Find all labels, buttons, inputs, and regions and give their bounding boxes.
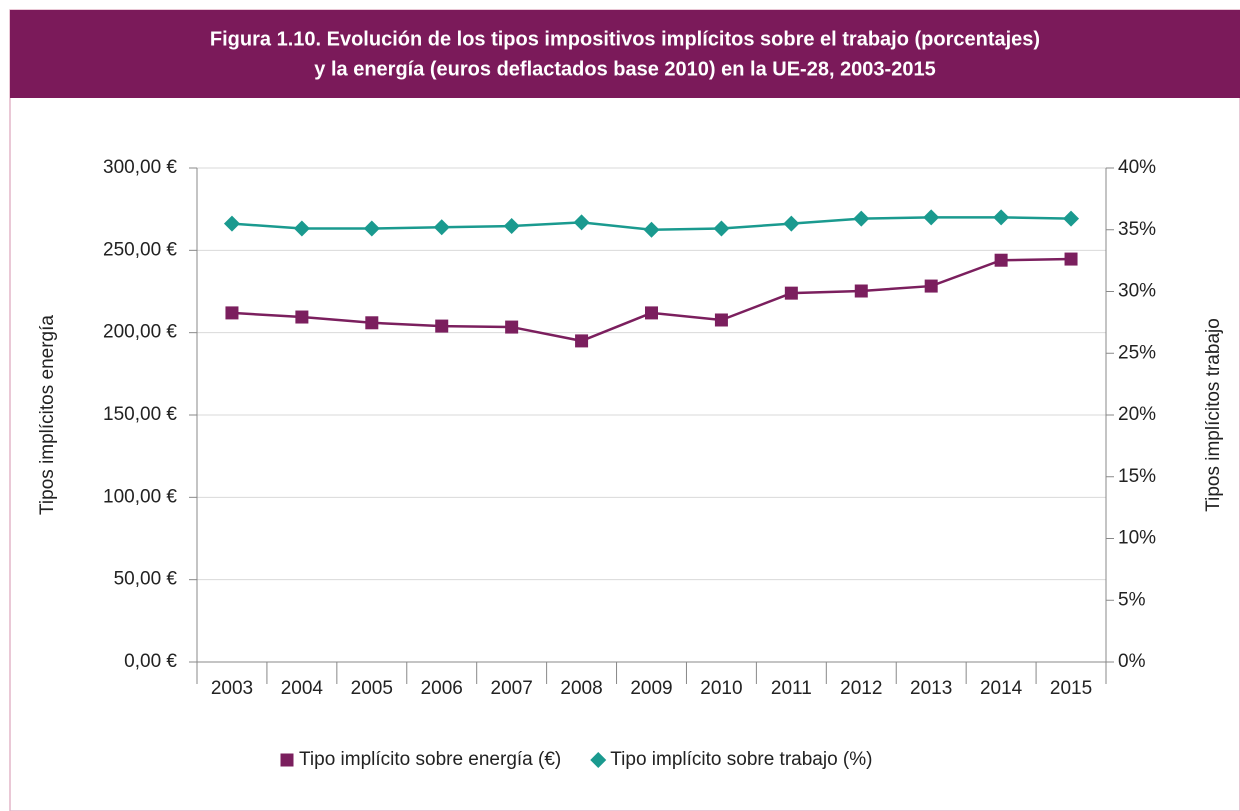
- data-point: [643, 221, 660, 238]
- x-tick-label: 2004: [281, 678, 324, 699]
- x-tick-label: 2015: [1050, 678, 1092, 699]
- data-point: [433, 219, 450, 236]
- data-point: [784, 286, 798, 300]
- chart-title: Figura 1.10. Evolución de los tipos impo…: [210, 28, 1040, 50]
- y2-tick-label: 10%: [1118, 528, 1156, 549]
- y-tick-label: 150,00 €: [103, 404, 177, 425]
- x-tick-label: 2009: [630, 678, 672, 699]
- legend-label: Tipo implícito sobre trabajo (%): [610, 749, 872, 770]
- x-tick-label: 2010: [700, 678, 742, 699]
- x-tick-label: 2006: [421, 678, 463, 699]
- data-point: [223, 215, 240, 232]
- x-tick-label: 2011: [771, 678, 812, 699]
- data-point: [993, 209, 1010, 226]
- y-tick-label: 200,00 €: [103, 322, 177, 343]
- data-point: [713, 220, 730, 237]
- data-point: [853, 210, 870, 227]
- legend-marker: [280, 753, 294, 767]
- data-point: [1064, 252, 1078, 266]
- y-tick-label: 100,00 €: [103, 486, 177, 507]
- legend-label: Tipo implícito sobre energía (€): [299, 749, 561, 770]
- x-tick-label: 2003: [211, 678, 253, 699]
- x-tick-label: 2005: [351, 678, 393, 699]
- y2-tick-label: 15%: [1118, 466, 1156, 487]
- x-tick-label: 2013: [910, 678, 952, 699]
- data-point: [295, 310, 309, 324]
- y-tick-label: 0,00 €: [124, 651, 177, 672]
- y2-axis-label: Tipos implícitos trabajo: [1203, 318, 1224, 512]
- y2-tick-label: 30%: [1118, 281, 1156, 302]
- x-tick-label: 2012: [840, 678, 882, 699]
- data-point: [435, 319, 449, 333]
- data-point: [365, 316, 379, 330]
- y-axis-label: Tipos implícitos energía: [37, 315, 58, 515]
- data-point: [363, 220, 380, 237]
- data-point: [505, 320, 519, 334]
- data-point: [714, 313, 728, 327]
- chart-title: y la energía (euros deflactados base 201…: [314, 58, 935, 80]
- data-point: [503, 218, 520, 235]
- data-point: [1063, 210, 1080, 227]
- y2-tick-label: 0%: [1118, 651, 1146, 672]
- data-point: [783, 215, 800, 232]
- data-point: [225, 306, 239, 320]
- header: [10, 10, 1240, 98]
- x-tick-label: 2007: [491, 678, 533, 699]
- frame: [9, 9, 1240, 811]
- data-point: [575, 334, 589, 348]
- x-tick-label: 2008: [560, 678, 602, 699]
- y-tick-label: 250,00 €: [103, 239, 177, 260]
- data-point: [645, 306, 658, 320]
- y2-tick-label: 35%: [1118, 219, 1156, 240]
- y2-tick-label: 5%: [1118, 589, 1146, 610]
- y-tick-label: 50,00 €: [114, 569, 178, 590]
- data-point: [573, 214, 590, 231]
- data-point: [923, 209, 940, 226]
- legend-marker: [590, 752, 607, 768]
- y2-tick-label: 25%: [1118, 342, 1156, 363]
- y2-tick-label: 40%: [1118, 157, 1156, 178]
- data-point: [994, 253, 1008, 267]
- data-point: [854, 284, 868, 298]
- data-point: [924, 279, 938, 293]
- data-point: [293, 220, 310, 237]
- y-tick-label: 300,00 €: [103, 157, 177, 178]
- y2-tick-label: 20%: [1118, 404, 1156, 425]
- x-tick-label: 2014: [980, 678, 1023, 699]
